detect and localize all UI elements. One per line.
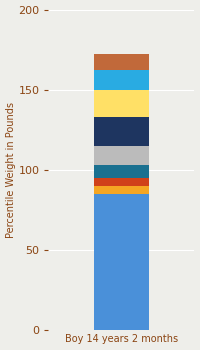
Bar	[94, 177, 149, 186]
Bar	[94, 70, 149, 90]
Bar	[94, 186, 149, 194]
Bar	[94, 146, 149, 165]
Y-axis label: Percentile Weight in Pounds: Percentile Weight in Pounds	[6, 102, 16, 238]
Bar	[94, 165, 149, 177]
Bar	[94, 54, 149, 70]
Bar	[94, 90, 149, 117]
Bar	[94, 194, 149, 330]
Bar	[94, 117, 149, 146]
